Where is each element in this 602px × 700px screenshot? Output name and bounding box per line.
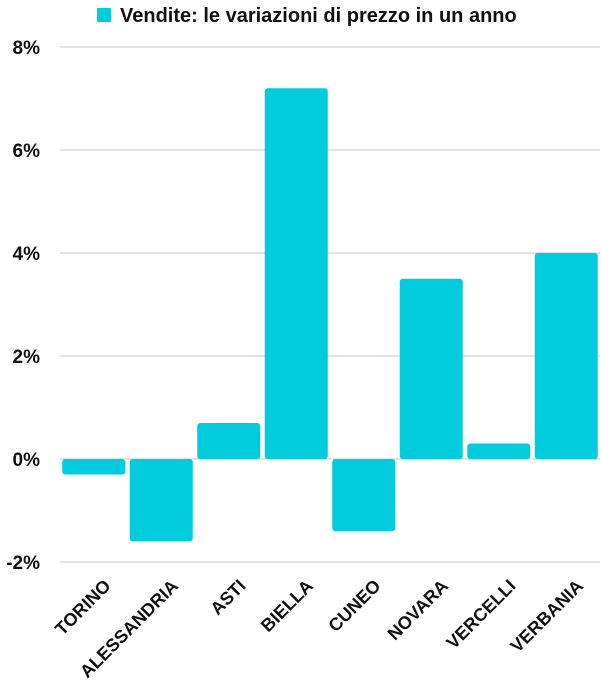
x-tick-label-cuneo: CUNEO [324,576,384,636]
y-tick-label: 8% [13,38,41,59]
x-tick-label-novara: NOVARA [384,576,452,644]
y-tick-label: 6% [13,141,41,162]
y-axis-ticks: 8% 6% 4% 2% 0% -2% [6,38,40,574]
x-tick-label-asti: ASTI [206,576,249,619]
legend: Vendite: le variazioni di prezzo in un a… [97,5,517,27]
bar-vercelli [467,443,531,459]
x-tick-label-biella: BIELLA [257,576,317,636]
bars [62,88,598,542]
legend-swatch [97,8,111,22]
bar-verbania [534,253,598,459]
x-tick-label-torino: TORINO [51,576,114,639]
x-tick-label-verbania: VERBANIA [506,576,587,657]
y-tick-label: 4% [13,244,41,265]
bar-biella [264,88,328,459]
bar-asti [197,422,261,459]
y-tick-label: 2% [13,347,41,368]
bar-cuneo [332,459,396,532]
legend-label: Vendite: le variazioni di prezzo in un a… [120,5,517,27]
y-tick-label: 0% [13,450,41,471]
bar-torino [62,459,126,475]
bar-alessandria [129,459,193,542]
y-tick-label: -2% [6,553,40,574]
bar-novara [399,278,463,459]
